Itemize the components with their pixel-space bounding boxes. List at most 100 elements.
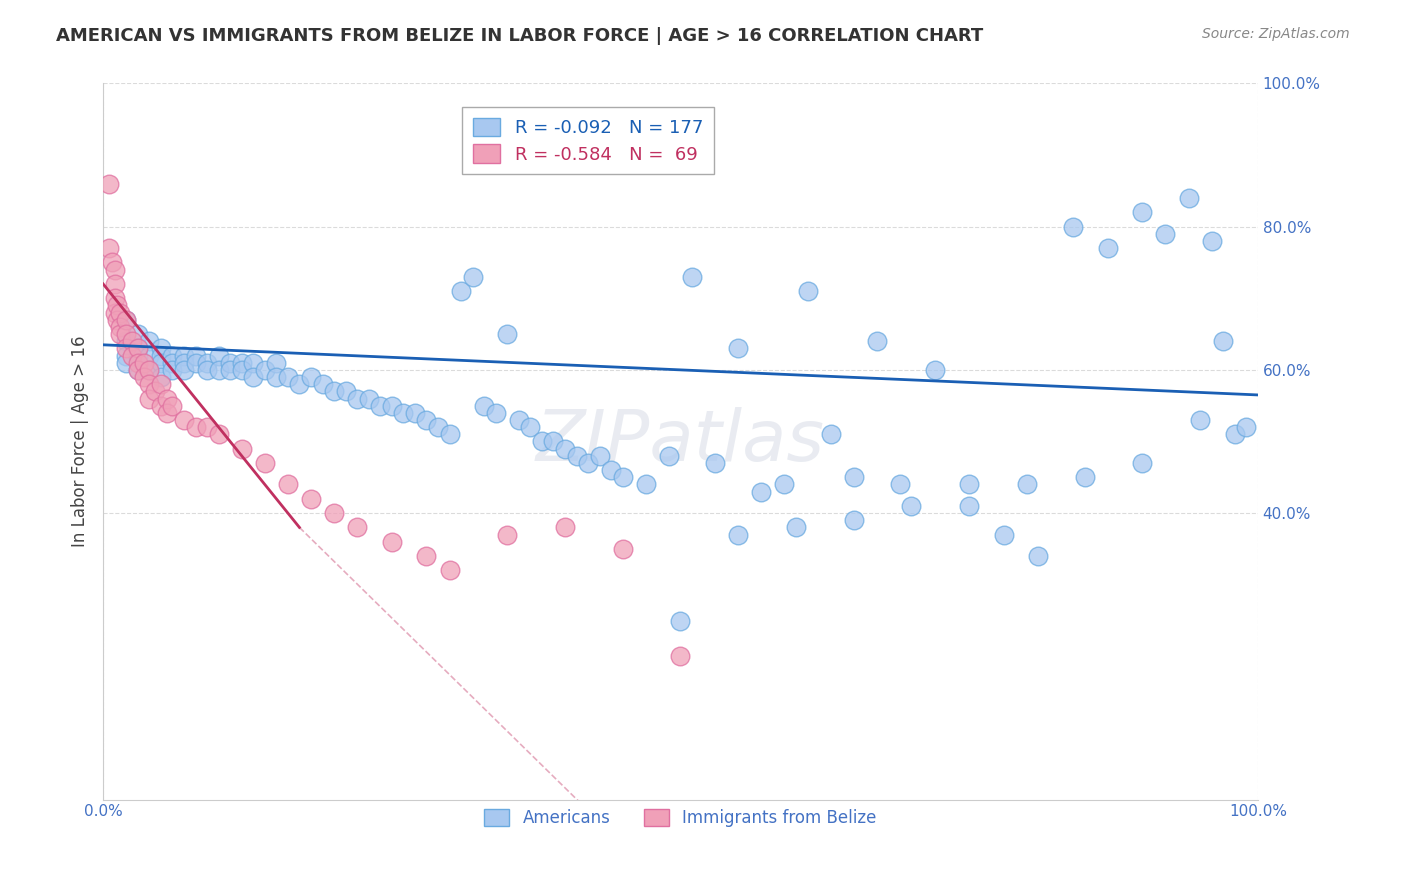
Point [138,392,160,406]
Text: AMERICAN VS IMMIGRANTS FROM BELIZE IN LABOR FORCE | AGE > 16 CORRELATION CHART: AMERICAN VS IMMIGRANTS FROM BELIZE IN LA… [56,27,983,45]
Point [1234,420,1257,434]
Point [173,356,195,370]
Point [543,434,565,449]
Point [195,356,218,370]
Point [485,406,508,420]
Point [184,420,207,434]
Point [900,499,922,513]
Point [381,534,404,549]
Point [1177,191,1199,205]
Point [110,305,132,319]
Point [121,334,143,349]
Point [219,363,242,377]
Point [277,477,299,491]
Point [149,349,172,363]
Point [149,342,172,356]
Point [681,269,703,284]
Point [110,319,132,334]
Point [266,356,288,370]
Point [231,356,253,370]
Point [173,349,195,363]
Point [127,342,149,356]
Point [727,527,749,541]
Point [634,477,657,491]
Point [519,420,541,434]
Point [156,406,179,420]
Point [104,262,127,277]
Point [346,392,368,406]
Point [1130,205,1153,219]
Point [1154,227,1177,241]
Point [266,370,288,384]
Point [669,614,692,628]
Point [127,327,149,342]
Point [195,363,218,377]
Point [1223,427,1246,442]
Point [1189,413,1212,427]
Point [530,434,553,449]
Point [149,356,172,370]
Point [1212,334,1234,349]
Point [149,377,172,392]
Point [242,370,264,384]
Point [207,363,229,377]
Point [115,327,138,342]
Point [231,363,253,377]
Point [842,513,865,527]
Point [104,277,127,291]
Point [773,477,796,491]
Point [104,291,127,305]
Point [496,327,519,342]
Point [127,363,149,377]
Point [97,241,120,255]
Point [727,342,749,356]
Point [1073,470,1095,484]
Point [704,456,727,470]
Point [127,363,149,377]
Point [785,520,807,534]
Point [924,363,946,377]
Point [242,356,264,370]
Point [105,298,128,312]
Point [335,384,357,399]
Point [132,370,155,384]
Point [288,377,311,392]
Point [115,356,138,370]
Point [162,349,184,363]
Point [138,363,160,377]
Point [156,392,179,406]
Point [796,284,818,298]
Point [554,520,576,534]
Point [439,563,461,577]
Point [496,527,519,541]
Point [184,349,207,363]
Point [472,399,495,413]
Point [612,470,634,484]
Point [149,370,172,384]
Point [669,649,692,664]
Point [450,284,472,298]
Point [138,363,160,377]
Point [1201,234,1223,248]
Point [173,413,195,427]
Point [554,442,576,456]
Point [184,356,207,370]
Point [105,312,128,326]
Point [461,269,484,284]
Point [565,449,588,463]
Point [207,349,229,363]
Point [889,477,911,491]
Point [957,499,980,513]
Point [115,349,138,363]
Point [404,406,426,420]
Point [1130,456,1153,470]
Point [1028,549,1050,563]
Point [149,399,172,413]
Point [277,370,299,384]
Text: Source: ZipAtlas.com: Source: ZipAtlas.com [1202,27,1350,41]
Point [121,349,143,363]
Point [346,520,368,534]
Point [600,463,623,477]
Point [415,413,437,427]
Point [820,427,842,442]
